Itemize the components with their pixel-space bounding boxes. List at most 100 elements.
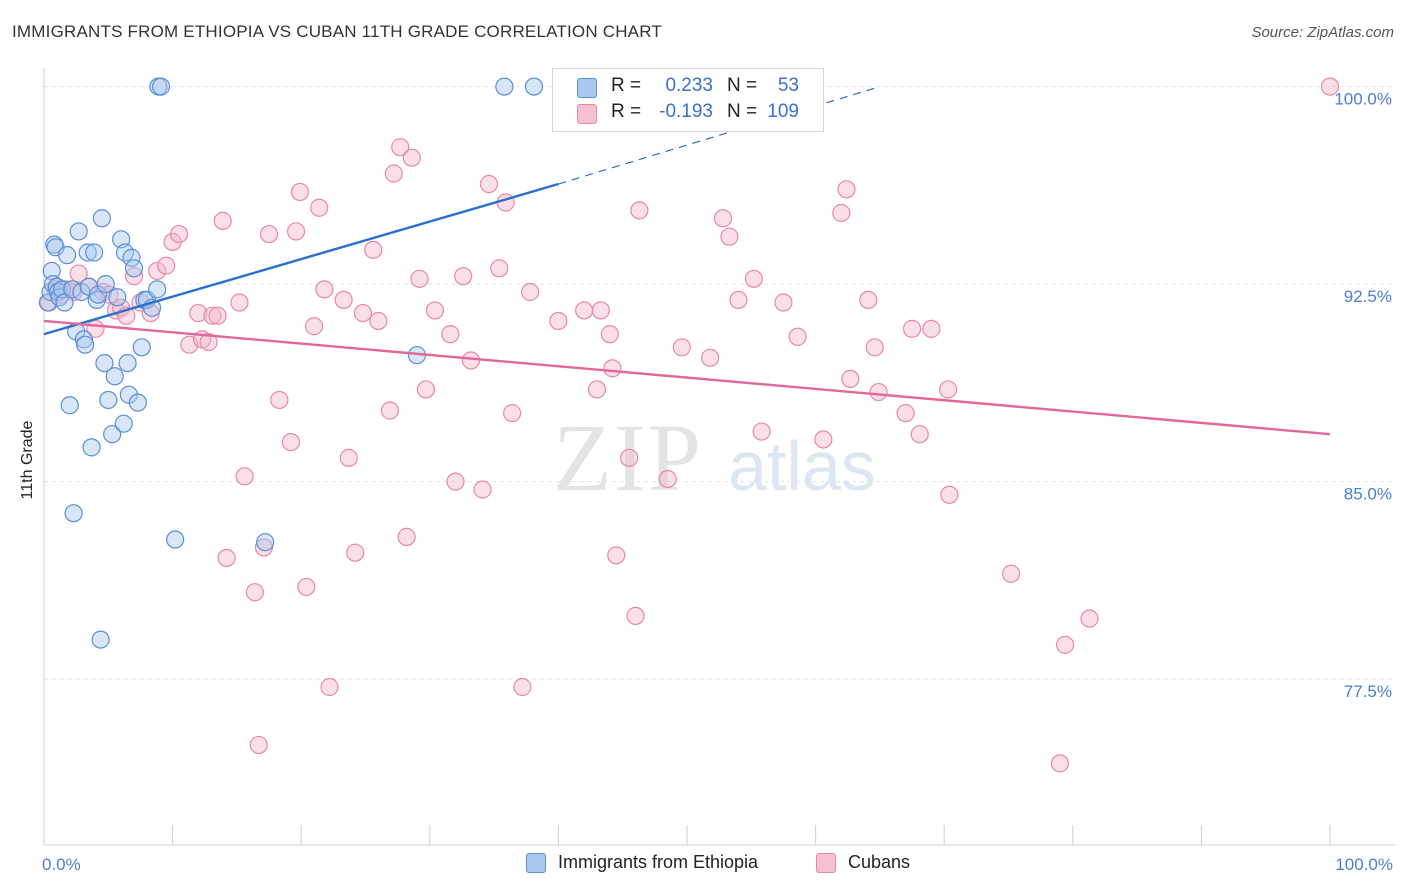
cubans-point bbox=[461, 351, 481, 370]
ethiopia-point bbox=[122, 248, 141, 267]
cubans-point bbox=[832, 203, 851, 223]
cubans-point bbox=[729, 290, 748, 309]
bottom-legend-label-cubans: Cubans bbox=[848, 852, 911, 872]
ethiopia-point bbox=[103, 425, 122, 444]
legend-n-label: N = bbox=[727, 75, 758, 96]
cubans-point bbox=[353, 303, 373, 323]
cubans-point bbox=[217, 548, 236, 568]
cubans-point bbox=[1320, 77, 1340, 96]
cubans-point bbox=[69, 264, 88, 283]
ethiopia-trend-line bbox=[43, 182, 559, 336]
ethiopia-point bbox=[114, 414, 133, 433]
ethiopia-point bbox=[95, 354, 114, 373]
y-tick-label: 100.0% bbox=[1334, 90, 1392, 109]
cubans-point bbox=[1080, 609, 1099, 628]
x-tick-label: 0.0% bbox=[42, 855, 81, 874]
cubans-point bbox=[410, 269, 429, 288]
cubans-point bbox=[865, 338, 884, 357]
cubans-point bbox=[364, 240, 383, 259]
ethiopia-point bbox=[82, 438, 101, 457]
cubans-point bbox=[315, 280, 334, 299]
cubans-point bbox=[380, 401, 400, 420]
cubans-point bbox=[416, 380, 436, 399]
cubans-point bbox=[869, 382, 888, 402]
cubans-point bbox=[346, 543, 365, 562]
cubans-point bbox=[940, 485, 959, 504]
ethiopia-point bbox=[132, 338, 151, 357]
cubans-point bbox=[859, 290, 878, 309]
legend-r-label: R = bbox=[611, 101, 642, 122]
correlation-legend: R = 0.233 N = 53 R = -0.193 N = 109 bbox=[552, 68, 824, 132]
cubans-point bbox=[148, 261, 167, 281]
cubans-point bbox=[297, 577, 316, 597]
chart-title: IMMIGRANTS FROM ETHIOPIA VS CUBAN 11TH G… bbox=[12, 22, 662, 41]
tick-labels: 100.0% 92.5% 85.0% 77.5% 0.0% 100.0% bbox=[42, 90, 1393, 874]
ethiopia-point bbox=[85, 243, 104, 262]
cubans-point bbox=[334, 290, 353, 309]
source-label: Source: ZipAtlas.com bbox=[1251, 24, 1394, 41]
cubans-point bbox=[189, 303, 208, 323]
cubans-point bbox=[587, 380, 607, 399]
cubans-point bbox=[304, 317, 324, 336]
cubans-point bbox=[744, 269, 763, 288]
cubans-point bbox=[208, 306, 227, 325]
bottom-legend-swatch-ethiopia bbox=[526, 853, 546, 873]
legend-n-value: 109 bbox=[767, 101, 799, 122]
cubans-point bbox=[1050, 754, 1070, 773]
y-tick-label: 85.0% bbox=[1344, 485, 1392, 504]
cubans-point bbox=[454, 267, 473, 286]
cubans-point bbox=[441, 325, 460, 344]
ethiopia-point bbox=[256, 533, 275, 552]
cubans-point bbox=[814, 430, 833, 449]
cubans-point bbox=[199, 332, 218, 352]
cubans-point bbox=[235, 467, 254, 486]
cubans-point bbox=[938, 380, 958, 399]
cubans-point bbox=[203, 306, 222, 325]
cubans-point bbox=[658, 469, 677, 489]
cubans-point bbox=[281, 433, 301, 452]
cubans-point bbox=[245, 583, 265, 602]
cubans-point bbox=[521, 282, 540, 302]
cubans-point bbox=[575, 301, 594, 320]
ethiopia-point bbox=[166, 530, 185, 549]
legend-r-label: R = bbox=[611, 75, 642, 96]
ethiopia-point bbox=[91, 630, 110, 649]
cubans-point bbox=[672, 338, 691, 357]
cubans-point bbox=[630, 201, 649, 220]
cubans-point bbox=[1001, 564, 1021, 583]
ethiopia-point bbox=[105, 367, 124, 386]
cubans-point bbox=[922, 319, 941, 338]
cubans-point bbox=[788, 327, 807, 346]
cubans-point bbox=[910, 425, 929, 444]
cubans-point bbox=[157, 256, 176, 275]
ethiopia-point bbox=[76, 335, 95, 354]
cubans-point bbox=[549, 311, 568, 331]
cubans-point bbox=[369, 311, 388, 331]
ethiopia-point bbox=[92, 209, 111, 228]
cubans-point bbox=[339, 448, 358, 467]
bottom-legend-swatch-cubans bbox=[816, 853, 836, 873]
ethiopia-point bbox=[108, 288, 127, 307]
cubans-point bbox=[713, 209, 733, 228]
cubans-point bbox=[841, 369, 860, 388]
axes bbox=[43, 68, 1395, 846]
cubans-point bbox=[310, 198, 329, 217]
cubans-point bbox=[490, 259, 509, 278]
cubans-point bbox=[425, 301, 445, 320]
trend-lines bbox=[43, 86, 1331, 436]
cubans-point bbox=[607, 546, 626, 565]
cubans-point bbox=[259, 224, 279, 244]
cubans-point bbox=[169, 224, 189, 244]
cubans-point bbox=[446, 472, 465, 491]
cubans-point bbox=[402, 148, 421, 167]
ethiopia-point bbox=[148, 280, 167, 299]
cubans-point bbox=[286, 222, 306, 241]
cubans-point bbox=[213, 211, 232, 230]
legend-n-value: 53 bbox=[777, 75, 799, 96]
x-tick-label: 100.0% bbox=[1335, 855, 1393, 874]
ethiopia-point bbox=[128, 393, 147, 412]
cubans-point bbox=[720, 227, 739, 246]
cubans-point bbox=[479, 174, 499, 194]
cubans-point bbox=[600, 325, 619, 344]
